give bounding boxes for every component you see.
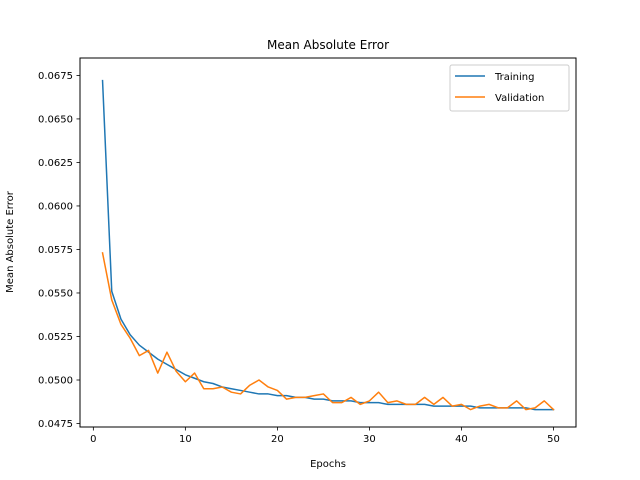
y-tick-label: 0.0550 bbox=[38, 288, 73, 299]
series-line-training bbox=[101, 79, 555, 411]
legend-label-training: Training bbox=[494, 72, 534, 83]
x-tick-label: 0 bbox=[90, 434, 96, 445]
y-tick-label: 0.0500 bbox=[38, 376, 73, 387]
y-tick-label: 0.0475 bbox=[38, 419, 73, 430]
y-tick-label: 0.0600 bbox=[38, 201, 73, 212]
x-tick-label: 30 bbox=[363, 434, 376, 445]
series-line-validation bbox=[101, 252, 555, 411]
x-tick-label: 50 bbox=[547, 434, 560, 445]
x-axis-title: Epochs bbox=[310, 459, 346, 470]
chart-title: Mean Absolute Error bbox=[267, 38, 389, 52]
plot-area bbox=[79, 57, 577, 428]
legend: Training Validation bbox=[449, 64, 570, 112]
y-tick-label: 0.0650 bbox=[38, 114, 73, 125]
y-tick-label: 0.0625 bbox=[38, 158, 73, 169]
y-tick-label: 0.0575 bbox=[38, 245, 73, 256]
x-tick-label: 40 bbox=[455, 434, 468, 445]
x-tick-label: 20 bbox=[271, 434, 284, 445]
legend-label-validation: Validation bbox=[495, 93, 544, 104]
axes-frame bbox=[79, 57, 577, 428]
y-tick-label: 0.0675 bbox=[38, 71, 73, 82]
y-axis-title: Mean Absolute Error bbox=[5, 190, 16, 293]
x-axis-ticks: 0 10 20 30 40 50 bbox=[90, 427, 560, 445]
x-tick-label: 10 bbox=[179, 434, 192, 445]
y-tick-label: 0.0525 bbox=[38, 332, 73, 343]
series-layer bbox=[101, 79, 555, 411]
legend-items: Training Validation bbox=[455, 72, 544, 104]
y-axis-ticks: 0.0475 0.0500 0.0525 0.0550 0.0575 0.0600 0.06… bbox=[38, 71, 80, 430]
